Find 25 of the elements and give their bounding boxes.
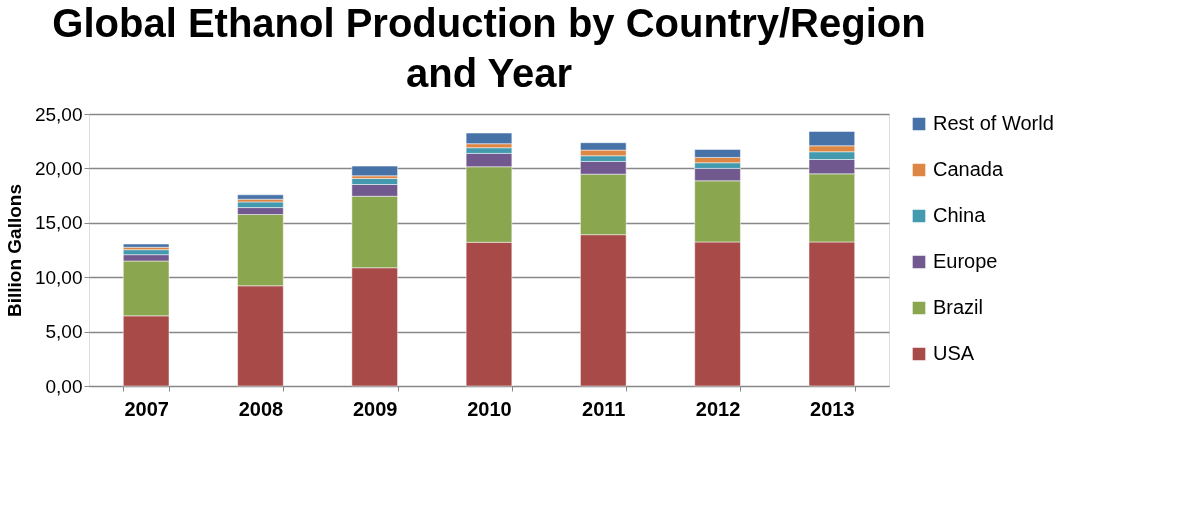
x-tick-label: 2008 xyxy=(238,397,284,420)
bar xyxy=(123,243,170,248)
y-tick-label: 25,00 xyxy=(34,103,83,125)
y-tick-label: 20,00 xyxy=(34,157,83,179)
x-tick-label: 2011 xyxy=(582,397,626,420)
y-tick-label: 10,00 xyxy=(34,266,83,288)
legend-label: USA xyxy=(933,342,975,364)
y-tick-label: 15,00 xyxy=(34,212,83,234)
x-tick-label: 2013 xyxy=(810,397,855,420)
legend-label: China xyxy=(933,204,987,226)
bar xyxy=(465,132,513,144)
bar xyxy=(351,165,398,177)
legend-label: Rest of World xyxy=(933,112,1054,134)
y-tick-label: 0,00 xyxy=(45,375,83,397)
chart-title: Global Ethanol Production by Country/Region and Year xyxy=(52,1,926,95)
y-axis-title: Billion Gallons xyxy=(3,183,25,318)
x-tick-label: 2012 xyxy=(695,397,741,420)
legend-label: Brazil xyxy=(933,296,984,318)
y-tick-label: 5,00 xyxy=(45,321,83,343)
legend-label: Europe xyxy=(933,250,998,272)
x-tick-label: 2007 xyxy=(124,397,169,420)
legend-label: Canada xyxy=(933,158,1004,180)
bar xyxy=(237,194,284,200)
x-tick-label: 2010 xyxy=(467,397,512,420)
x-tick-label: 2009 xyxy=(352,397,398,420)
